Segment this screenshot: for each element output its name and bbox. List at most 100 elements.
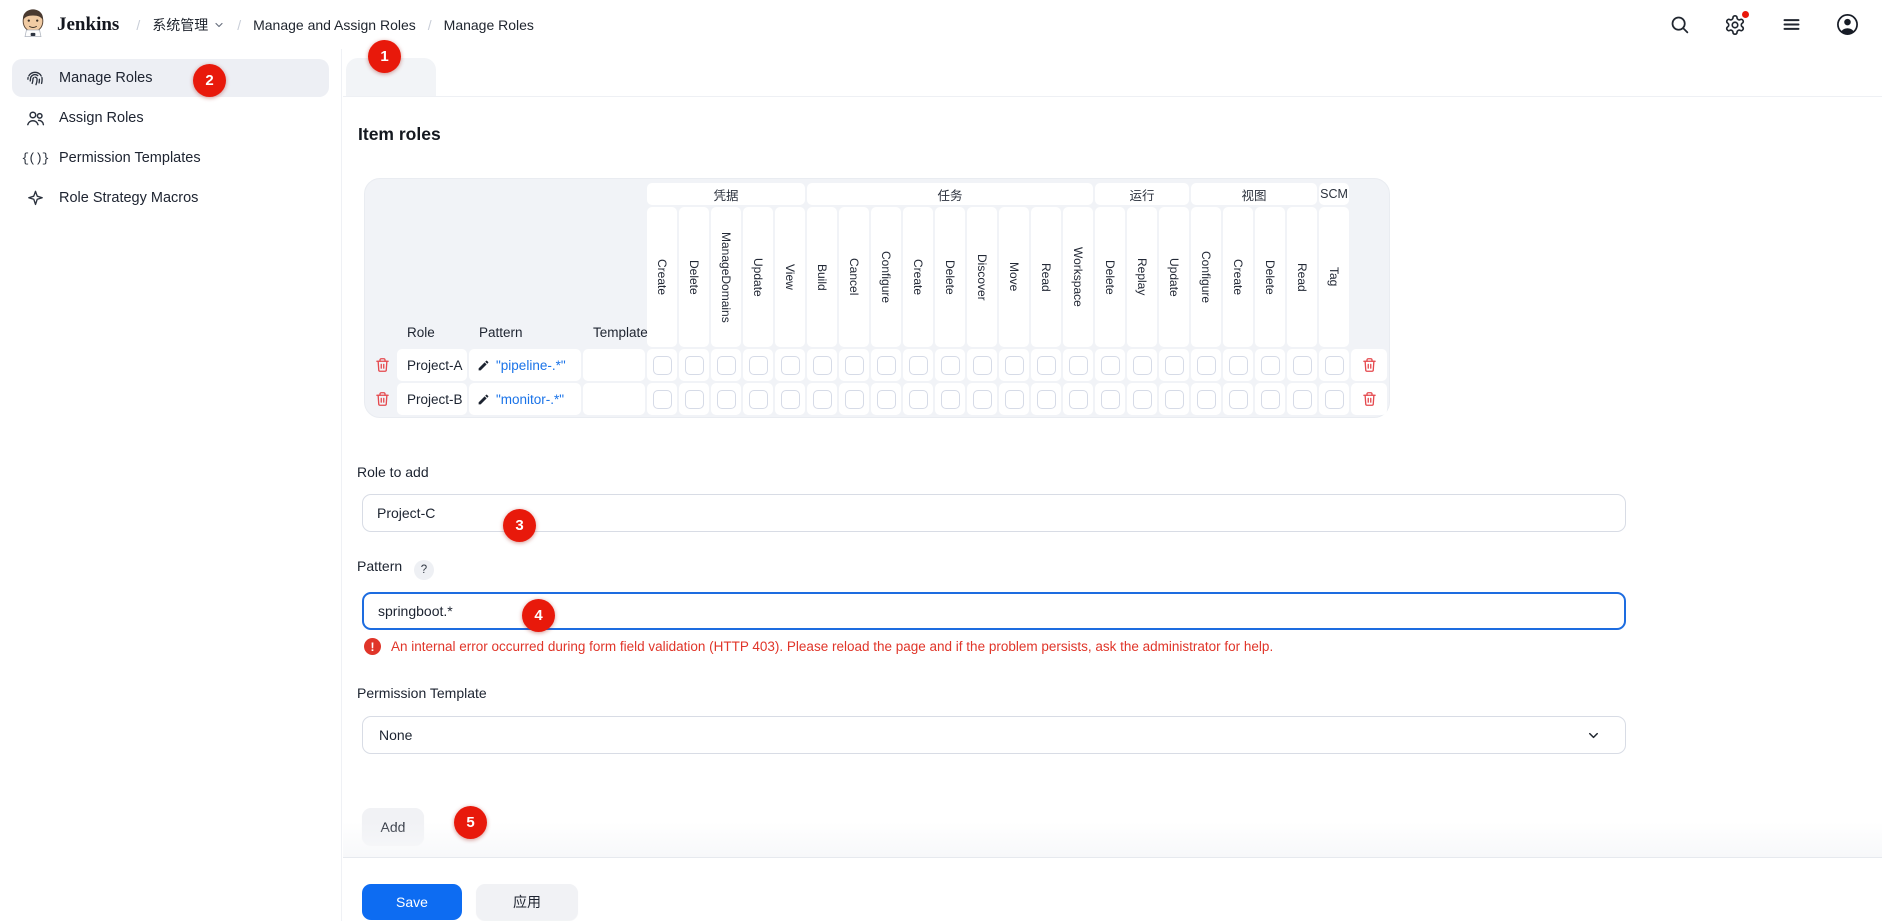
table-left-header: Role [407,325,435,340]
sidebar-item-assign-roles[interactable]: Assign Roles [12,99,329,137]
delete-role-button-right[interactable] [1351,383,1387,415]
permission-checkbox[interactable] [780,355,800,375]
permission-cell [1191,349,1221,381]
permission-cell [1223,383,1253,415]
permission-checkbox[interactable] [1068,389,1088,409]
permission-checkbox[interactable] [812,355,832,375]
apply-button[interactable]: 应用 [476,884,578,920]
permission-checkbox[interactable] [876,389,896,409]
permission-checkbox[interactable] [1292,355,1312,375]
perm-column-label: View [783,264,797,290]
permission-checkbox[interactable] [652,389,672,409]
permission-checkbox[interactable] [1228,355,1248,375]
delete-role-button[interactable] [369,383,395,415]
permission-checkbox[interactable] [1132,389,1152,409]
permission-cell [1031,349,1061,381]
permission-checkbox[interactable] [1228,389,1248,409]
annotation-badge-4: 4 [522,599,555,632]
permission-cell [1223,349,1253,381]
perm-group-header: 任务 [807,183,1093,205]
permission-checkbox[interactable] [1164,389,1184,409]
permission-checkbox[interactable] [1036,355,1056,375]
hamburger-menu-icon[interactable] [1774,8,1808,42]
perm-column-header: Create [903,207,933,347]
permission-checkbox[interactable] [940,355,960,375]
delete-role-button[interactable] [369,349,395,381]
search-icon[interactable] [1662,8,1696,42]
breadcrumb-system-management[interactable]: 系统管理 [143,10,234,40]
permission-cell [1319,383,1349,415]
permission-checkbox[interactable] [684,355,704,375]
permission-checkbox[interactable] [1036,389,1056,409]
permission-checkbox[interactable] [876,355,896,375]
permission-checkbox[interactable] [1196,355,1216,375]
permission-cell [647,383,677,415]
permission-cell [935,349,965,381]
delete-role-button-right[interactable] [1351,349,1387,381]
permission-checkbox[interactable] [972,389,992,409]
permission-cell [935,383,965,415]
permission-checkbox[interactable] [1004,355,1024,375]
permission-cell [711,349,741,381]
footer-fade [343,822,1882,857]
perm-column-header: Configure [1191,207,1221,347]
permission-checkbox[interactable] [748,355,768,375]
breadcrumb-manage-roles[interactable]: Manage Roles [443,16,534,33]
edit-pattern-icon[interactable] [477,359,490,372]
permission-checkbox[interactable] [652,355,672,375]
permission-checkbox[interactable] [1164,355,1184,375]
permission-checkbox[interactable] [972,355,992,375]
sidebar-item-permission-templates[interactable]: {()} Permission Templates [12,139,329,177]
permission-cell [999,383,1029,415]
permission-checkbox[interactable] [1068,355,1088,375]
permission-checkbox[interactable] [748,389,768,409]
pattern-input[interactable] [362,592,1626,630]
permission-checkbox[interactable] [780,389,800,409]
permission-checkbox[interactable] [812,389,832,409]
permission-checkbox[interactable] [844,389,864,409]
permission-checkbox[interactable] [1324,389,1344,409]
perm-column-header: Tag [1319,207,1349,347]
permission-checkbox[interactable] [1132,355,1152,375]
sidebar: Manage Roles Assign Roles {()} Permissio… [0,49,342,921]
jenkins-home-link[interactable]: Jenkins [18,7,119,43]
settings-gear-icon[interactable] [1718,8,1752,42]
sidebar-item-role-strategy-macros[interactable]: Role Strategy Macros [12,179,329,217]
user-avatar-icon[interactable] [1830,8,1864,42]
permission-checkbox[interactable] [716,389,736,409]
permission-cell [871,383,901,415]
permission-checkbox[interactable] [1004,389,1024,409]
permission-checkbox[interactable] [1100,355,1120,375]
permission-template-select[interactable]: None [362,716,1626,754]
permission-checkbox[interactable] [1324,355,1344,375]
permission-checkbox[interactable] [1260,355,1280,375]
permission-checkbox[interactable] [940,389,960,409]
permission-checkbox[interactable] [716,355,736,375]
role-to-add-input[interactable] [362,494,1626,532]
braces-icon: {()} [21,150,49,166]
pattern-link[interactable]: "monitor-.*" [496,391,565,407]
sidebar-item-label: Manage Roles [59,70,153,86]
permission-checkbox[interactable] [1196,389,1216,409]
perm-column-label: Create [911,258,925,296]
permission-checkbox[interactable] [908,389,928,409]
permission-checkbox[interactable] [1260,389,1280,409]
sidebar-item-manage-roles[interactable]: Manage Roles [12,59,329,97]
save-button[interactable]: Save [362,884,462,920]
annotation-badge-5: 5 [454,806,487,839]
perm-column-header: Workspace [1063,207,1093,347]
permission-cell [807,349,837,381]
pattern-link[interactable]: "pipeline-.*" [496,357,566,373]
permission-cell [647,349,677,381]
permission-checkbox[interactable] [908,355,928,375]
perm-column-header: Move [999,207,1029,347]
permission-checkbox[interactable] [844,355,864,375]
permission-checkbox[interactable] [1100,389,1120,409]
perm-column-label: Create [1231,258,1245,296]
breadcrumb-manage-and-assign-roles[interactable]: Manage and Assign Roles [253,16,416,33]
sparkle-icon [24,187,46,209]
permission-checkbox[interactable] [1292,389,1312,409]
edit-pattern-icon[interactable] [477,393,490,406]
help-icon[interactable]: ? [414,560,434,580]
permission-checkbox[interactable] [684,389,704,409]
